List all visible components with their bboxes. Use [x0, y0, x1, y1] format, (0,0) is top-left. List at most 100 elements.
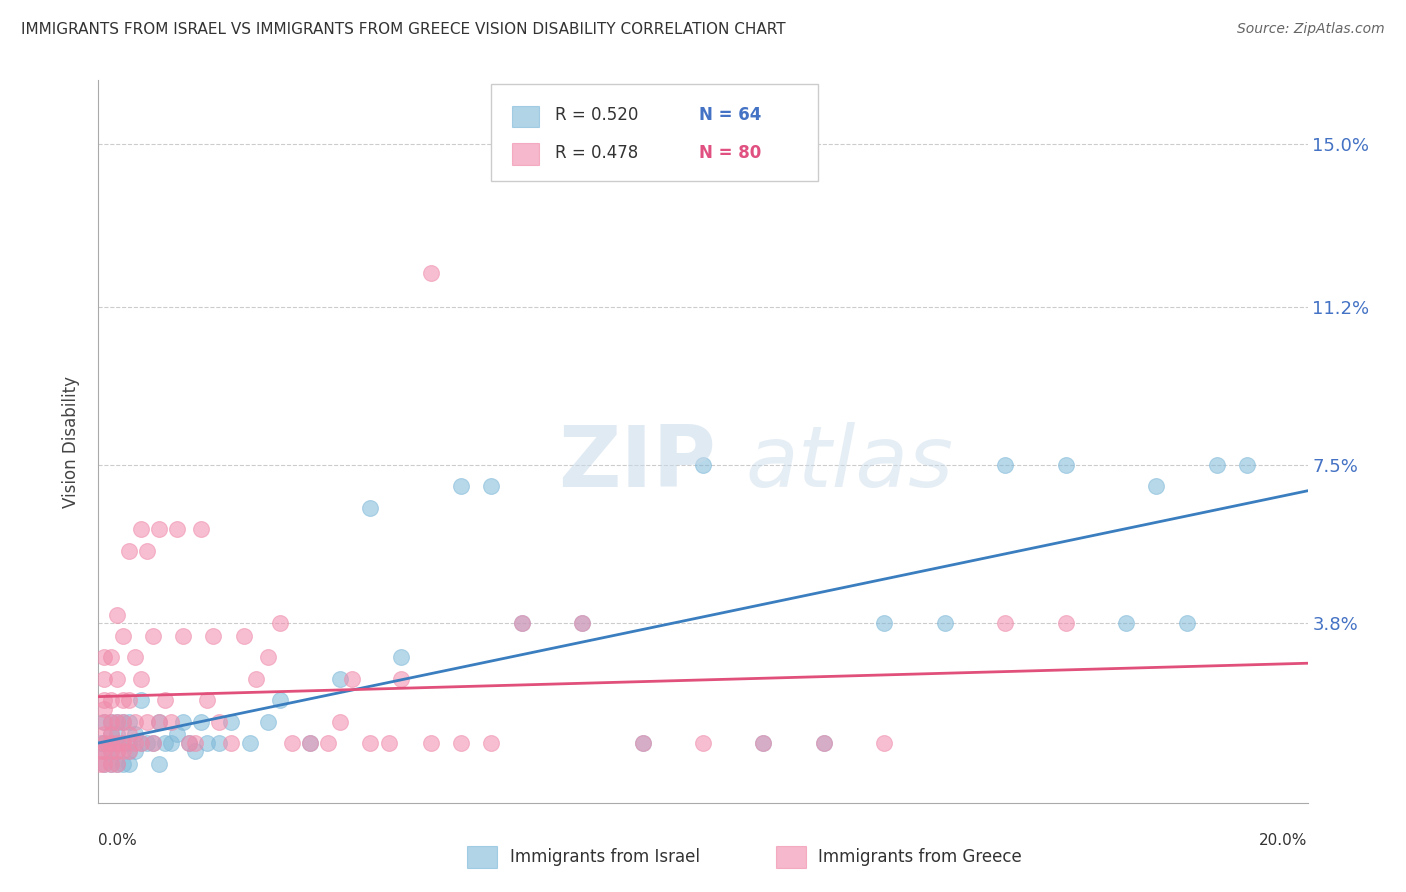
Text: R = 0.478: R = 0.478: [555, 144, 638, 161]
Point: [195, 736, 218, 750]
Point: [105, 714, 128, 729]
Point: [1115, 616, 1137, 631]
Point: [166, 727, 188, 741]
Point: [111, 736, 134, 750]
Point: [510, 616, 533, 631]
Point: [299, 736, 322, 750]
Text: 0.0%: 0.0%: [98, 833, 138, 847]
Point: [93, 757, 115, 772]
Point: [813, 736, 835, 750]
Point: [105, 736, 128, 750]
Point: [124, 736, 146, 750]
Point: [100, 714, 122, 729]
Point: [93, 744, 115, 758]
Point: [342, 672, 364, 686]
Point: [232, 629, 254, 643]
Point: [153, 736, 176, 750]
Point: [100, 693, 122, 707]
Point: [934, 616, 956, 631]
Point: [142, 736, 165, 750]
Point: [1054, 616, 1077, 631]
Point: [100, 744, 122, 758]
Point: [481, 479, 503, 493]
Point: [481, 736, 503, 750]
Point: [124, 727, 146, 741]
Point: [389, 672, 412, 686]
Point: [873, 736, 896, 750]
Point: [93, 714, 115, 729]
Point: [195, 693, 218, 707]
FancyBboxPatch shape: [776, 847, 806, 868]
Point: [142, 736, 165, 750]
Text: 20.0%: 20.0%: [1260, 833, 1308, 847]
Point: [118, 543, 141, 558]
Point: [172, 629, 194, 643]
Point: [129, 522, 152, 536]
Point: [420, 266, 443, 280]
Point: [360, 736, 382, 750]
Point: [93, 693, 115, 707]
Point: [873, 616, 896, 631]
Point: [100, 727, 122, 741]
Point: [100, 650, 122, 665]
Point: [752, 736, 775, 750]
FancyBboxPatch shape: [467, 847, 498, 868]
Point: [148, 522, 170, 536]
Point: [118, 693, 141, 707]
Point: [202, 629, 225, 643]
Point: [135, 714, 157, 729]
Point: [129, 736, 152, 750]
Point: [1054, 458, 1077, 472]
Point: [299, 736, 322, 750]
Point: [631, 736, 654, 750]
Point: [93, 714, 115, 729]
Point: [105, 744, 128, 758]
Point: [184, 744, 207, 758]
Point: [93, 702, 115, 716]
Point: [135, 543, 157, 558]
FancyBboxPatch shape: [512, 143, 538, 165]
Point: [93, 744, 115, 758]
Point: [1236, 458, 1258, 472]
Point: [105, 714, 128, 729]
Point: [111, 693, 134, 707]
Point: [281, 736, 304, 750]
Point: [111, 714, 134, 729]
Point: [89, 757, 111, 772]
Point: [111, 629, 134, 643]
Point: [100, 757, 122, 772]
Point: [93, 757, 115, 772]
Point: [420, 736, 443, 750]
Text: IMMIGRANTS FROM ISRAEL VS IMMIGRANTS FROM GREECE VISION DISABILITY CORRELATION C: IMMIGRANTS FROM ISRAEL VS IMMIGRANTS FRO…: [21, 22, 786, 37]
Text: R = 0.520: R = 0.520: [555, 106, 638, 124]
Text: N = 80: N = 80: [699, 144, 762, 161]
Point: [111, 714, 134, 729]
Point: [571, 616, 593, 631]
Point: [118, 757, 141, 772]
Point: [160, 736, 183, 750]
Point: [148, 714, 170, 729]
Point: [389, 650, 412, 665]
Point: [90, 744, 112, 758]
Point: [160, 714, 183, 729]
Point: [190, 714, 212, 729]
Point: [329, 714, 352, 729]
Text: Source: ZipAtlas.com: Source: ZipAtlas.com: [1237, 22, 1385, 37]
Point: [269, 693, 291, 707]
Text: Immigrants from Greece: Immigrants from Greece: [818, 848, 1022, 866]
Point: [100, 744, 122, 758]
Point: [93, 672, 115, 686]
Point: [256, 650, 278, 665]
Point: [111, 757, 134, 772]
Point: [510, 616, 533, 631]
Point: [752, 736, 775, 750]
Point: [1144, 479, 1167, 493]
Point: [245, 672, 267, 686]
Point: [813, 736, 835, 750]
Text: ZIP: ZIP: [558, 422, 716, 505]
Point: [105, 672, 128, 686]
Point: [118, 714, 141, 729]
Point: [148, 714, 170, 729]
Point: [184, 736, 207, 750]
Point: [129, 736, 152, 750]
